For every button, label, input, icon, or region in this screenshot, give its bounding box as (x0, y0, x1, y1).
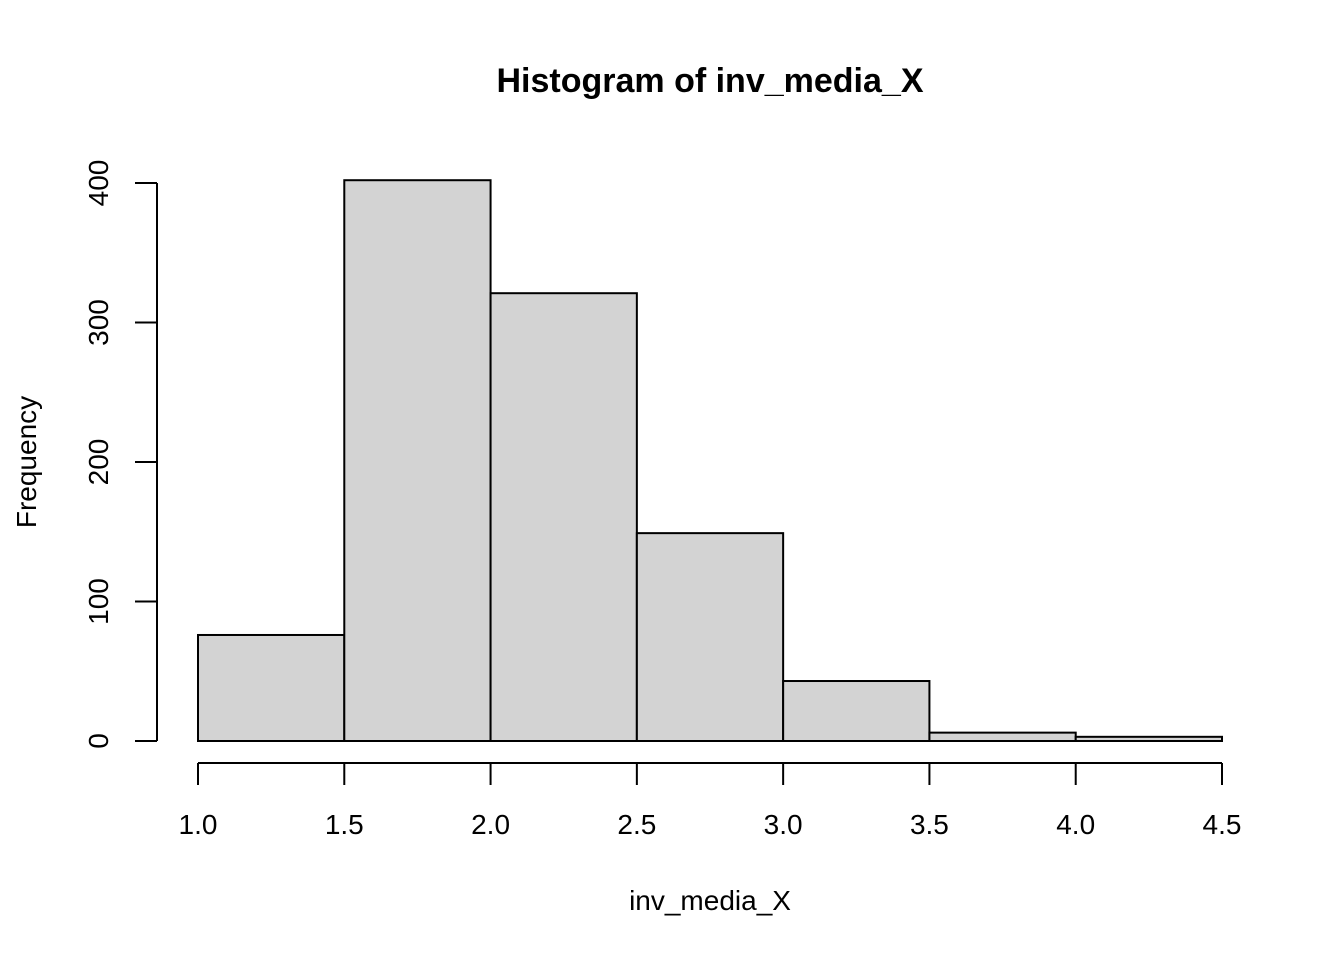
x-tick-label: 2.5 (617, 809, 656, 840)
y-tick-label: 0 (83, 733, 114, 749)
bars-group (197, 179, 1223, 743)
x-tick-label: 3.5 (910, 809, 949, 840)
histogram-bar (635, 532, 785, 743)
y-axis: 0 100 200 300 400 (83, 160, 158, 749)
chart-title: Histogram of inv_media_X (496, 62, 923, 100)
histogram-bar (928, 731, 1077, 743)
x-axis: 1.0 1.5 2.0 2.5 3.0 3.5 4.0 4.5 (179, 762, 1242, 840)
x-axis-label: inv_media_X (629, 885, 791, 916)
histogram-bar (489, 292, 638, 742)
x-tick-label: 4.0 (1056, 809, 1095, 840)
x-tick-label: 1.0 (179, 809, 218, 840)
y-tick-label: 200 (83, 439, 114, 486)
histogram-bar (1074, 735, 1223, 743)
x-tick-label: 4.5 (1203, 809, 1242, 840)
x-tick-label: 3.0 (764, 809, 803, 840)
y-tick-label: 400 (83, 160, 114, 207)
y-axis-label: Frequency (11, 396, 42, 528)
y-tick-label: 100 (83, 578, 114, 625)
histogram-bar (197, 633, 346, 742)
y-tick-label: 300 (83, 299, 114, 346)
x-tick-label: 2.0 (471, 809, 510, 840)
histogram-bar (782, 680, 931, 743)
histogram-bar (343, 179, 492, 742)
x-tick-label: 1.5 (325, 809, 364, 840)
